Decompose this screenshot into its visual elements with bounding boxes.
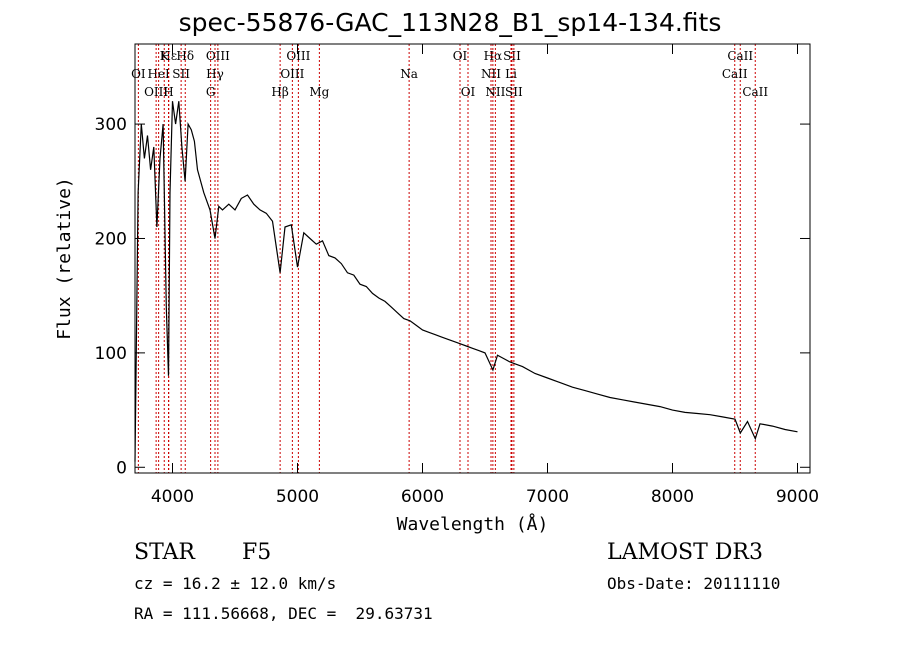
marker-label-2: K xyxy=(160,49,170,63)
redshift-label: cz = 16.2 ± 12.0 km/s xyxy=(134,574,337,593)
x-axis-label: Wavelength (Å) xyxy=(397,513,549,535)
marker-label-3: OIII xyxy=(206,49,230,63)
marker-label-5: OI xyxy=(453,49,468,63)
marker-label-16: Li xyxy=(505,67,517,81)
x-tick-label-4: 8000 xyxy=(651,487,694,507)
marker-label-13: OIII xyxy=(280,67,304,81)
marker-label-6: Hα xyxy=(484,49,503,63)
spectrum-line xyxy=(134,101,798,462)
marker-label-19: H xyxy=(163,85,173,99)
marker-label-17: CaII xyxy=(722,67,748,81)
marker-label-22: Mg xyxy=(309,85,329,99)
marker-label-24: NII xyxy=(485,85,505,99)
y-axis-label: Flux (relative) xyxy=(54,177,75,340)
marker-label-8: CaII xyxy=(727,49,753,63)
object-class-label: STAR xyxy=(134,540,195,565)
survey-label: LAMOST DR3 xyxy=(607,540,763,565)
x-tick-label-2: 6000 xyxy=(401,487,444,507)
x-tick-label-1: 5000 xyxy=(276,487,319,507)
chart-title: spec-55876-GAC_113N28_B1_sp14-134.fits xyxy=(178,8,722,37)
marker-label-1: Hδ xyxy=(176,49,194,63)
obs-date-label: Obs-Date: 20111110 xyxy=(607,574,781,593)
marker-label-21: Hβ xyxy=(271,85,288,99)
marker-label-14: Na xyxy=(400,67,418,81)
subclass-label: F5 xyxy=(242,540,272,565)
marker-label-25: SII xyxy=(505,85,523,99)
plot-frame xyxy=(134,43,811,474)
marker-label-9: OI xyxy=(131,67,146,81)
marker-label-11: SII xyxy=(172,67,190,81)
marker-label-12: Hγ xyxy=(206,67,224,81)
x-tick-label-3: 7000 xyxy=(526,487,569,507)
y-tick-label-0: 0 xyxy=(116,458,127,478)
marker-label-4: OIII xyxy=(286,49,310,63)
y-tick-label-1: 100 xyxy=(95,344,127,364)
marker-label-15: NII xyxy=(481,67,501,81)
marker-label-23: OI xyxy=(461,85,476,99)
axis-ticks-group: 4000 5000 6000 7000 8000 9000 0 100 200 300 xyxy=(95,44,819,507)
x-tick-label-0: 4000 xyxy=(151,487,194,507)
y-tick-label-3: 300 xyxy=(95,115,127,135)
marker-label-20: G xyxy=(206,85,216,99)
coordinates-label: RA = 111.56668, DEC = 29.63731 xyxy=(134,604,433,623)
marker-label-7: SII xyxy=(503,49,521,63)
y-tick-label-2: 200 xyxy=(95,229,127,249)
marker-label-18: OIII xyxy=(144,85,168,99)
marker-label-10: HeI xyxy=(147,67,170,81)
x-tick-label-5: 9000 xyxy=(776,487,819,507)
marker-label-26: CaII xyxy=(742,85,768,99)
